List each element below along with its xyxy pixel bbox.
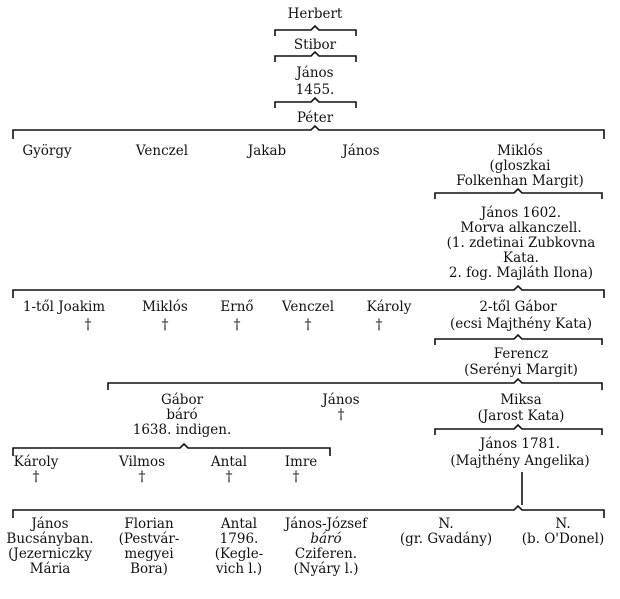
janos-1781-spouse: (Majthény Angelika) (450, 453, 590, 469)
name-janos-1602: János 1602. Morva alkanczell. (1. zdetin… (446, 205, 596, 281)
dagger-imre: † (292, 469, 300, 485)
brace-herbert (274, 24, 357, 36)
name-karoly-2: Károly (13, 454, 59, 470)
brace-janos (274, 96, 357, 108)
name-gabor-baro: Gábor báró 1638. indigen. (132, 392, 232, 438)
name-miklos-2: Miklós (142, 299, 188, 315)
name-gabor: 2-től Gábor (479, 299, 557, 315)
name-n-gvadany: N. (gr. Gvadány) (399, 516, 493, 547)
name-miksa: Miksa (500, 392, 542, 408)
ferencz-spouse: (Serényi Margit) (464, 362, 578, 378)
bracket-ferencz-children (107, 377, 603, 390)
name-imre: Imre (284, 454, 318, 470)
dagger-karoly-2: † (32, 469, 40, 485)
name-florian: Florian (Pestvár- megyei Bora) (118, 516, 180, 577)
name-vilmos: Vilmos (118, 454, 166, 470)
name-peter: Péter (296, 110, 334, 126)
dagger-joakim: † (84, 317, 92, 333)
name-n-odonel: N. (b. O'Donel) (521, 516, 605, 547)
name-joakim: 1-től Joakim (22, 299, 106, 315)
name-janos-jozsef: János-József (284, 516, 368, 532)
name-venczel: Venczel (135, 143, 189, 159)
dagger-erno: † (233, 317, 241, 333)
name-janos-1781: János 1781. (479, 436, 561, 452)
janos-jozsef-title: báró (310, 531, 342, 547)
bracket-bottom-generation (12, 504, 605, 518)
miklos-spouse: (gloszkai Folkenhan Margit) (456, 158, 584, 189)
name-stibor: Stibor (293, 37, 337, 53)
brace-gabor (434, 333, 603, 345)
bracket-gabor-baro-children (12, 442, 331, 456)
brace-miksa (434, 423, 603, 435)
name-antal-1796: Antal 1796. (Kegle- vich l.) (214, 516, 264, 577)
bracket-peter-children (12, 124, 605, 139)
name-karoly: Károly (366, 299, 412, 315)
year-1455: 1455. (295, 82, 335, 98)
name-gyorgy: György (22, 143, 72, 159)
name-janos-bucsanyban: János Bucsányban. (Jezerniczky Mária (6, 516, 94, 577)
gabor-spouse: (ecsi Majthény Kata) (449, 316, 593, 332)
name-janos: János (296, 65, 334, 81)
name-jakab: Jakab (247, 143, 287, 159)
bracket-janos1602-children (12, 284, 605, 298)
name-ferencz: Ferencz (493, 346, 549, 362)
dagger-vilmos: † (138, 469, 146, 485)
dagger-venczel: † (304, 317, 312, 333)
name-janos-2: János (342, 143, 380, 159)
brace-stibor (274, 50, 357, 62)
dagger-miklos: † (161, 317, 169, 333)
name-miklos: Miklós (497, 143, 543, 159)
dagger-janos: † (337, 407, 345, 423)
name-erno: Ernő (220, 299, 254, 315)
janos-jozsef-details: Cziferen. (Nyáry l.) (293, 546, 359, 577)
brace-miklos (434, 187, 603, 199)
name-herbert: Herbert (287, 6, 343, 22)
name-venczel-2: Venczel (281, 299, 335, 315)
miksa-spouse: (Jarost Kata) (477, 408, 565, 424)
dagger-antal: † (225, 469, 233, 485)
name-antal: Antal (210, 454, 248, 470)
dagger-karoly: † (375, 317, 383, 333)
name-janos-3: János (322, 392, 360, 408)
